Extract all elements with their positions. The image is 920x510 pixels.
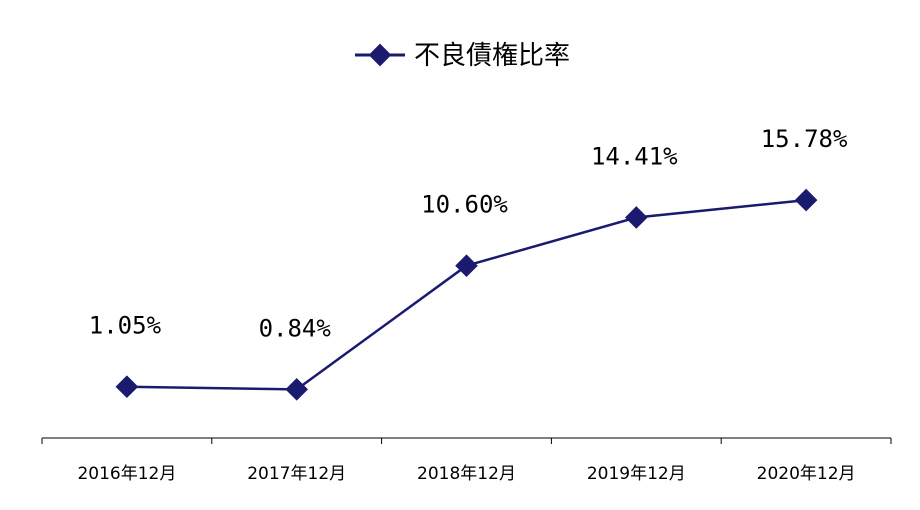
legend-marker [368, 43, 392, 67]
data-label: 10.60% [421, 191, 508, 219]
legend: 不良債権比率 [355, 41, 570, 71]
data-point [115, 375, 139, 399]
data-labels: 1.05% 0.84% 10.60% 14.41% 15.78% [89, 125, 848, 342]
x-ticks [41, 438, 892, 444]
x-tick-label: 2017年12月 [247, 464, 346, 484]
data-label: 0.84% [259, 314, 332, 342]
x-tick-labels: 2016年12月 2017年12月 2018年12月 2019年12月 2020年12月 [77, 464, 855, 484]
x-tick-label: 2020年12月 [757, 464, 856, 484]
data-label: 15.78% [761, 125, 848, 153]
markers [115, 188, 818, 401]
data-label: 1.05% [89, 312, 162, 340]
series-line [126, 198, 807, 391]
data-point [624, 206, 648, 229]
x-tick-label: 2018年12月 [417, 464, 516, 484]
legend-label: 不良債権比率 [414, 41, 570, 71]
data-point [794, 188, 818, 212]
x-tick-label: 2019年12月 [587, 464, 686, 484]
data-point [285, 378, 309, 401]
x-tick-label: 2016年12月 [77, 464, 176, 484]
data-label: 14.41% [591, 142, 678, 170]
data-point [455, 254, 478, 278]
